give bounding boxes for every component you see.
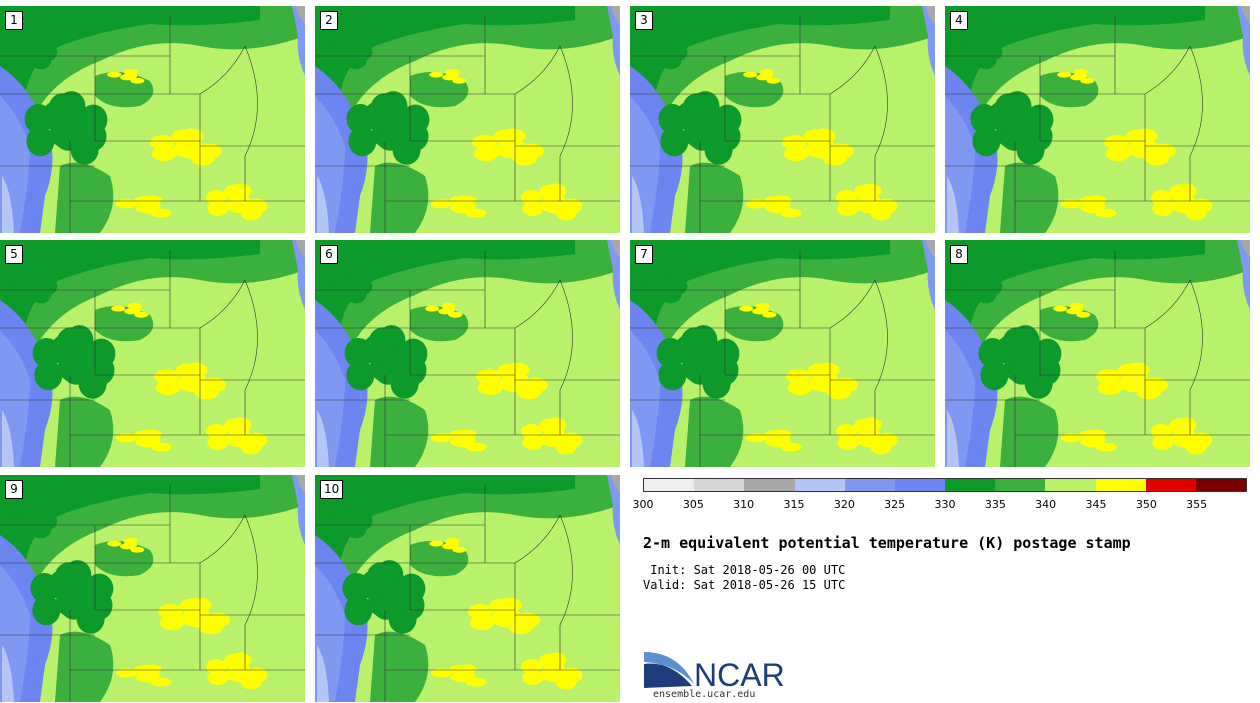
- panel-number: 3: [635, 11, 653, 30]
- ncar-logo: NCAR: [644, 652, 785, 690]
- map-field: [630, 240, 935, 467]
- panel-number: 2: [320, 11, 338, 30]
- colorbar: [643, 478, 1247, 492]
- map-field: [315, 6, 620, 233]
- logo-site: ensemble.ucar.edu: [653, 689, 756, 700]
- colorbar-segment: [694, 479, 745, 491]
- colorbar-tick-label: 335: [984, 498, 1006, 511]
- colorbar-tick-label: 355: [1186, 498, 1208, 511]
- valid-time: Valid: Sat 2018-05-26 15 UTC: [643, 578, 846, 592]
- colorbar-tick-label: 300: [632, 498, 654, 511]
- map-panel: 2: [315, 6, 620, 233]
- map-panel: 4: [945, 6, 1250, 233]
- panel-number: 1: [5, 11, 23, 30]
- panel-number: 7: [635, 245, 653, 264]
- map-field: [0, 240, 305, 467]
- panel-number: 4: [950, 11, 968, 30]
- panel-number: 8: [950, 245, 968, 264]
- map-panel: 5: [0, 240, 305, 467]
- logo-text: NCAR: [694, 657, 785, 690]
- map-panel: 7: [630, 240, 935, 467]
- colorbar-segment: [1095, 479, 1146, 491]
- colorbar-segment: [1195, 479, 1247, 491]
- colorbar-segment: [1045, 479, 1096, 491]
- map-panel: 9: [0, 475, 305, 702]
- panel-number: 9: [5, 480, 23, 499]
- map-panel: 1: [0, 6, 305, 233]
- panel-number: 6: [320, 245, 338, 264]
- colorbar-segment: [1145, 479, 1196, 491]
- colorbar-tick-label: 340: [1035, 498, 1057, 511]
- init-time: Init: Sat 2018-05-26 00 UTC: [643, 563, 846, 577]
- map-panel: 8: [945, 240, 1250, 467]
- colorbar-segment: [744, 479, 795, 491]
- map-field: [945, 6, 1250, 233]
- map-field: [315, 475, 620, 702]
- map-panel: 3: [630, 6, 935, 233]
- chart-title: 2-m equivalent potential temperature (K)…: [643, 534, 1131, 552]
- map-field: [630, 6, 935, 233]
- colorbar-tick-label: 310: [733, 498, 755, 511]
- logo-arc-dark: [644, 663, 692, 688]
- colorbar-segment: [644, 479, 695, 491]
- colorbar-tick-label: 325: [884, 498, 906, 511]
- logo-arc-light: [644, 652, 694, 684]
- colorbar-segment: [894, 479, 946, 491]
- colorbar-segment: [995, 479, 1046, 491]
- map-panel: 6: [315, 240, 620, 467]
- map-field: [0, 475, 305, 702]
- colorbar-segment: [844, 479, 895, 491]
- colorbar-segment: [794, 479, 845, 491]
- map-field: [315, 240, 620, 467]
- colorbar-tick-label: 320: [833, 498, 855, 511]
- colorbar-segment: [945, 479, 996, 491]
- map-field: [0, 6, 305, 233]
- colorbar-tick-label: 315: [783, 498, 805, 511]
- panel-number: 5: [5, 245, 23, 264]
- map-field: [945, 240, 1250, 467]
- colorbar-tick-label: 330: [934, 498, 956, 511]
- colorbar-tick-label: 305: [682, 498, 704, 511]
- colorbar-tick-label: 350: [1135, 498, 1157, 511]
- colorbar-tick-label: 345: [1085, 498, 1107, 511]
- map-panel: 10: [315, 475, 620, 702]
- panel-number: 10: [320, 480, 344, 499]
